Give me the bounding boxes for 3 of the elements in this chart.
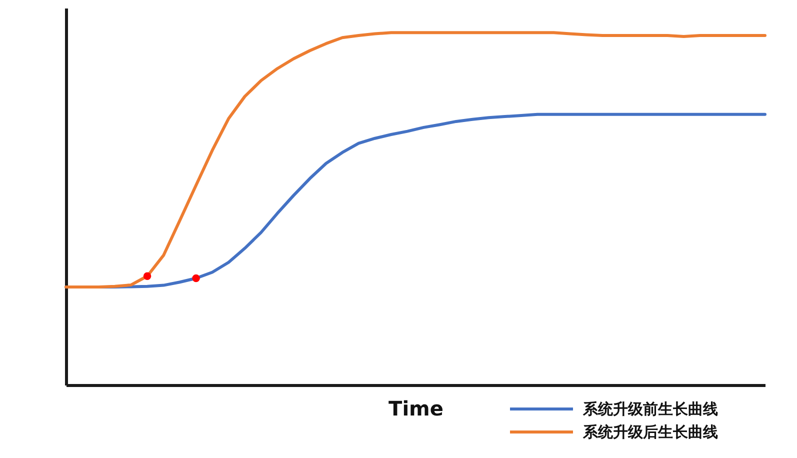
legend-label: 系统升级后生长曲线 [582,423,718,441]
x-axis-title: Time [388,396,444,420]
legend-label: 系统升级前生长曲线 [582,400,718,418]
